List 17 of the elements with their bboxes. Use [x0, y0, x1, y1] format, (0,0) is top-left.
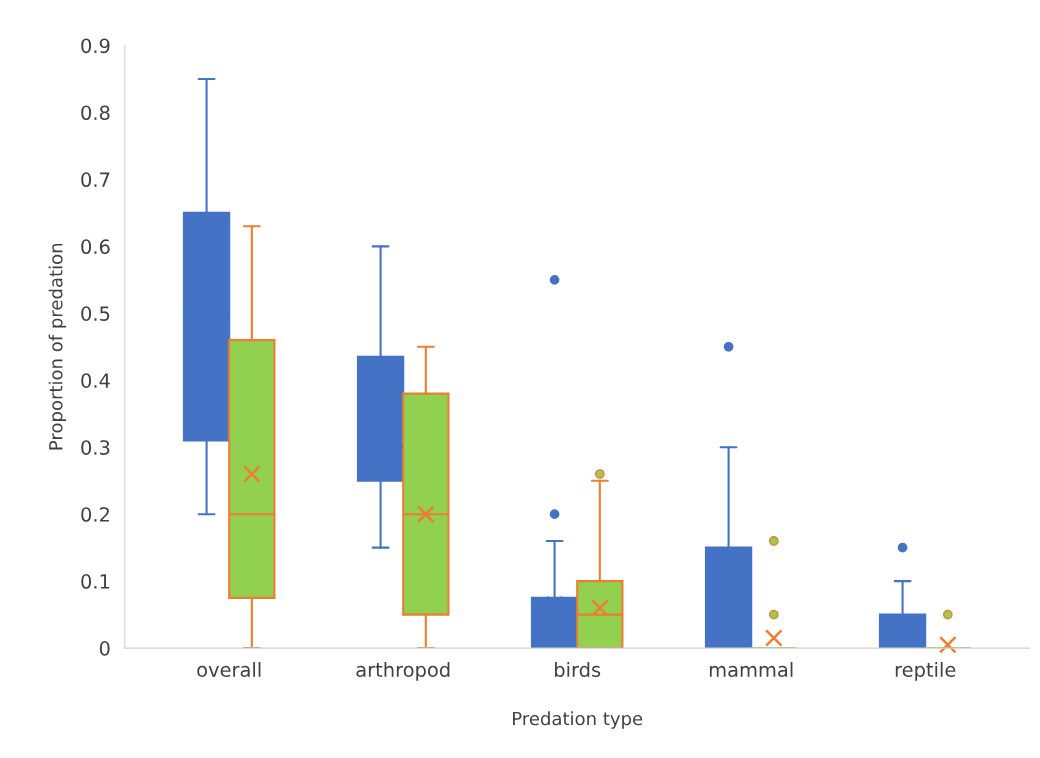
y-tick-label: 0.2 — [81, 507, 109, 522]
x-tick-label: arthropod — [356, 661, 450, 681]
y-axis-title: Proportion of predation — [48, 243, 67, 450]
y-tick-label: 0.3 — [81, 440, 110, 455]
x-tick-label: overall — [197, 661, 261, 678]
x-tick-label: reptile — [895, 661, 956, 681]
x-tick-label: mammal — [709, 661, 793, 678]
y-tick-label: 0.5 — [81, 306, 110, 321]
y-tick-label: 0.4 — [81, 373, 110, 388]
x-tick-label: birds — [555, 661, 601, 678]
y-tick-label: 0.8 — [81, 105, 110, 121]
y-tick-label: 0.1 — [81, 574, 110, 589]
y-tick-label: 0.6 — [81, 239, 110, 255]
y-tick-label: 0.9 — [81, 38, 110, 54]
x-axis-title: Predation type — [513, 711, 643, 729]
y-tick-label: 0.7 — [81, 172, 110, 188]
y-tick-label: 0 — [99, 641, 110, 656]
